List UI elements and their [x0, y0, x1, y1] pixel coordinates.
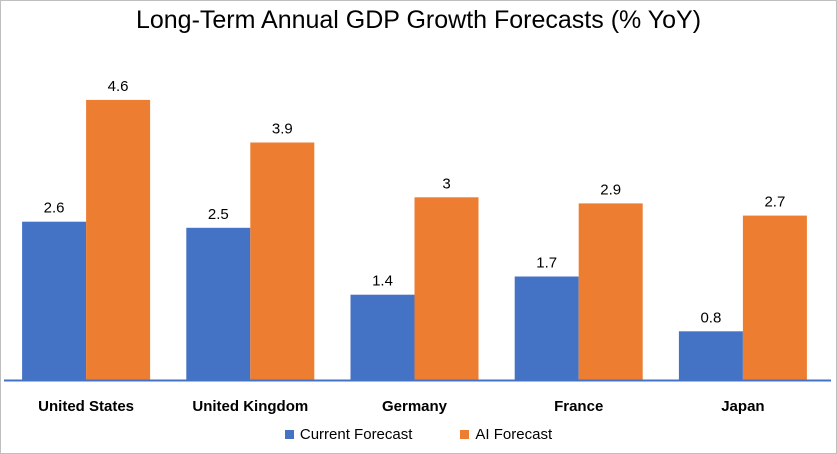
- data-label-current-germany: 1.4: [372, 273, 393, 290]
- bar-current-japan: [678, 331, 743, 380]
- legend-label-ai: AI Forecast: [475, 426, 553, 443]
- data-label-current-united-kingdom: 2.5: [208, 206, 229, 223]
- data-label-ai-japan: 2.7: [764, 194, 785, 211]
- category-label-united-states: United States: [38, 398, 134, 415]
- legend-item-ai: AI Forecast: [460, 426, 552, 443]
- data-label-current-japan: 0.8: [700, 309, 721, 326]
- bar-ai-united-states: [86, 99, 151, 381]
- chart-legend: Current Forecast AI Forecast: [0, 426, 837, 443]
- category-label-germany: Germany: [382, 398, 448, 415]
- bar-current-germany: [350, 294, 415, 380]
- category-label-japan: Japan: [721, 398, 764, 415]
- data-label-ai-france: 2.9: [600, 181, 621, 198]
- legend-item-current: Current Forecast: [284, 426, 413, 443]
- data-label-ai-united-states: 4.6: [108, 78, 129, 95]
- category-label-united-kingdom: United Kingdom: [192, 398, 308, 415]
- bar-ai-france: [578, 203, 643, 380]
- legend-swatch-current: [284, 430, 294, 439]
- legend-label-current: Current Forecast: [299, 426, 413, 443]
- bar-ai-germany: [414, 197, 479, 380]
- bar-current-france: [514, 276, 579, 380]
- data-label-current-france: 1.7: [536, 255, 557, 272]
- data-label-ai-united-kingdom: 3.9: [272, 121, 293, 138]
- data-label-current-united-states: 2.6: [44, 200, 65, 217]
- data-label-ai-germany: 3: [442, 175, 450, 192]
- category-label-france: France: [554, 398, 603, 415]
- bar-current-united-states: [22, 221, 87, 380]
- bar-ai-united-kingdom: [250, 142, 315, 380]
- bar-ai-japan: [742, 215, 807, 380]
- bar-current-united-kingdom: [186, 227, 251, 381]
- legend-swatch-ai: [460, 430, 470, 439]
- chart-title: Long-Term Annual GDP Growth Forecasts (%…: [135, 6, 702, 34]
